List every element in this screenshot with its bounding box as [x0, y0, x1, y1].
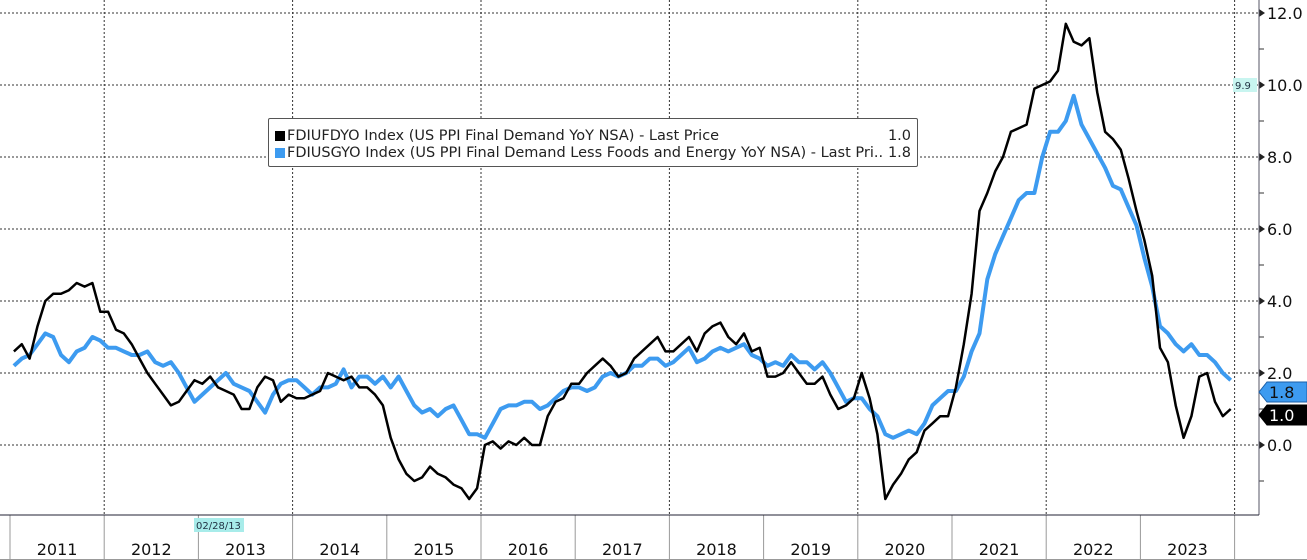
x-tick-label: 2014 [319, 540, 360, 559]
legend: FDIUFDYO Index (US PPI Final Demand YoY … [268, 118, 918, 167]
y-tick-arrow [1259, 81, 1265, 89]
legend-label: FDIUFDYO Index (US PPI Final Demand YoY … [287, 127, 720, 144]
y-tick-arrow [1259, 441, 1265, 449]
y-tick-arrow [1259, 369, 1265, 377]
y-tick-label: 4.0 [1267, 292, 1292, 311]
x-tick-label: 2018 [696, 540, 737, 559]
x-tick-label: 2019 [790, 540, 831, 559]
legend-value: 1.0 [887, 127, 911, 144]
last-value-label: 1.0 [1269, 406, 1294, 425]
y-tick-arrow [1259, 297, 1265, 305]
cursor-value-label: 9.9 [1235, 81, 1251, 92]
y-tick-arrow [1259, 225, 1265, 233]
x-tick-label: 2011 [37, 540, 78, 559]
y-tick-label: 2.0 [1267, 364, 1292, 383]
last-value-tag [1258, 381, 1307, 403]
y-tick-label: 8.0 [1267, 148, 1292, 167]
last-value-tag [1258, 404, 1307, 426]
y-tick-label: 12.0 [1267, 4, 1303, 23]
x-tick-label: 2012 [131, 540, 172, 559]
y-tick-label: 0.0 [1267, 436, 1292, 455]
cursor-date-label: 02/28/13 [196, 521, 241, 532]
y-tick-label: 10.0 [1267, 76, 1303, 95]
cursor-date-box [194, 518, 244, 532]
legend-item-core-ppi: FDIUSGYO Index (US PPI Final Demand Less… [275, 144, 911, 161]
y-tick-label: 6.0 [1267, 220, 1292, 239]
x-tick-label: 2013 [225, 540, 266, 559]
x-tick-label: 2023 [1167, 540, 1208, 559]
legend-swatch-blue [275, 147, 285, 158]
legend-item-ppi: FDIUFDYO Index (US PPI Final Demand YoY … [275, 127, 911, 144]
x-tick-label: 2022 [1073, 540, 1114, 559]
x-tick-label: 2015 [414, 540, 455, 559]
x-tick-label: 2017 [602, 540, 643, 559]
y-tick-arrow [1259, 153, 1265, 161]
legend-label: FDIUSGYO Index (US PPI Final Demand Less… [287, 144, 884, 161]
last-value-label: 1.8 [1269, 383, 1294, 402]
legend-swatch-black [275, 130, 285, 141]
x-tick-label: 2016 [508, 540, 549, 559]
cursor-value-box [1233, 78, 1257, 92]
y-tick-arrow [1259, 9, 1265, 17]
x-tick-label: 2021 [979, 540, 1020, 559]
series-line-ppi [13, 22, 1232, 501]
x-tick-label: 2020 [885, 540, 926, 559]
legend-value: 1.8 [887, 144, 911, 161]
